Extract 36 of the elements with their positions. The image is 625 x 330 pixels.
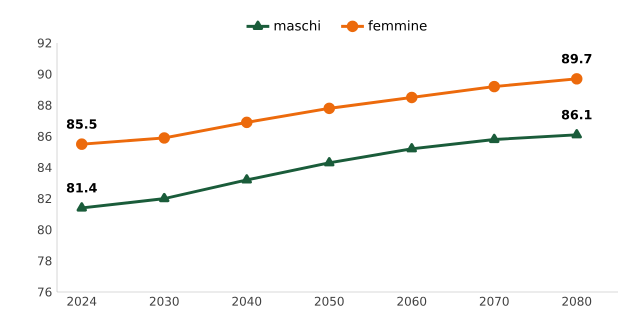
legend-label: femmine bbox=[368, 20, 427, 31]
point bbox=[241, 116, 252, 128]
point bbox=[324, 157, 334, 166]
y-tick-label: 90 bbox=[38, 70, 52, 79]
point bbox=[76, 138, 88, 150]
point bbox=[489, 134, 500, 144]
y-tick-label: 84 bbox=[38, 162, 52, 172]
y-tick-label: 88 bbox=[38, 100, 52, 110]
point bbox=[159, 192, 170, 202]
x-tick-label: 2030 bbox=[150, 296, 179, 306]
y-tick-label: 80 bbox=[38, 225, 52, 234]
point bbox=[76, 202, 87, 212]
point bbox=[324, 102, 335, 114]
point bbox=[572, 129, 582, 138]
y-tick-label: 92 bbox=[38, 38, 52, 48]
x-tick-label: 2060 bbox=[397, 296, 426, 306]
data-label: 85.5 bbox=[66, 119, 96, 129]
y-tick-label: 86 bbox=[38, 132, 52, 141]
point bbox=[406, 143, 417, 152]
point bbox=[571, 73, 582, 85]
point bbox=[406, 92, 418, 104]
point bbox=[488, 80, 500, 92]
data-label: 89.7 bbox=[562, 54, 592, 64]
y-tick-label: 78 bbox=[38, 256, 52, 266]
legend-label: maschi bbox=[274, 20, 320, 31]
x-tick-label: 2024 bbox=[67, 296, 96, 306]
point bbox=[158, 132, 170, 144]
x-tick-label: 2050 bbox=[314, 296, 344, 306]
point bbox=[242, 174, 252, 184]
x-tick-label: 2080 bbox=[562, 296, 592, 306]
x-tick-label: 2040 bbox=[232, 296, 262, 306]
y-tick-label: 82 bbox=[38, 194, 52, 204]
x-tick-label: 2070 bbox=[480, 296, 509, 306]
data-label: 81.4 bbox=[66, 182, 97, 193]
data-label: 86.1 bbox=[562, 110, 592, 120]
y-tick-label: 76 bbox=[38, 287, 52, 297]
